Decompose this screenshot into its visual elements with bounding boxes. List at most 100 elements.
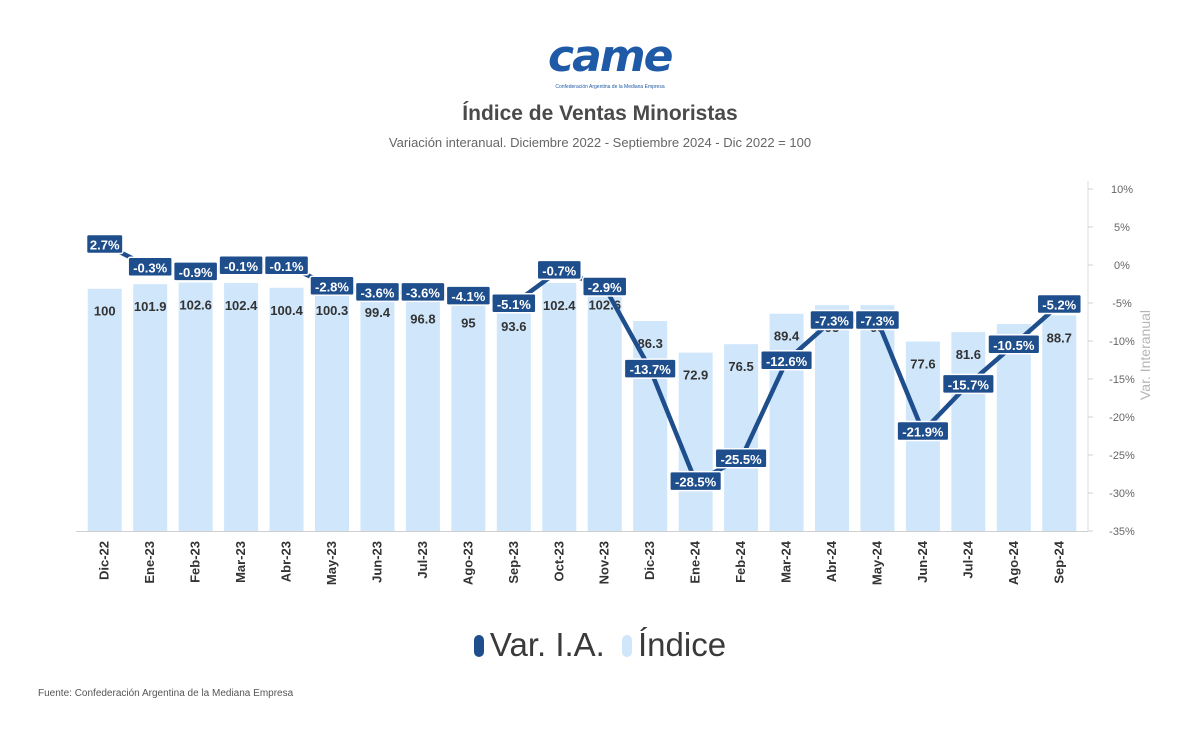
y2-tick-label: -35%: [1109, 526, 1135, 538]
bar-indice: [87, 288, 122, 531]
bar-value-label: 101.9: [134, 299, 167, 314]
point-value-label: -21.9%: [902, 424, 944, 439]
legend-swatch-var: [473, 635, 484, 657]
point-label-box: [354, 281, 401, 303]
x-tick-label: Nov-23: [597, 541, 612, 584]
point-value-label: -0.3%: [133, 260, 167, 275]
point-value-label: -28.5%: [675, 475, 717, 490]
chart-subtitle: Variación interanual. Diciembre 2022 - S…: [388, 135, 812, 150]
bar-value-label: 93.6: [501, 319, 526, 334]
point-value-label: -0.1%: [224, 259, 258, 274]
x-tick-label: Dic-23: [642, 541, 657, 580]
point-value-label: -5.1%: [497, 297, 531, 312]
x-tick-label: Ago-23: [460, 541, 475, 585]
bar-indice: [133, 284, 168, 531]
point-value-label: -10.5%: [993, 338, 1035, 353]
x-tick-label: May-24: [869, 540, 884, 585]
y2-tick-label: -5%: [1112, 298, 1132, 310]
bar-value-label: 77.6: [910, 357, 935, 372]
point-label-box: [669, 470, 723, 492]
point-label-box: [263, 255, 310, 276]
legend-label-indice: Índice: [638, 626, 727, 663]
x-tick-label: Ago-24: [1006, 540, 1021, 585]
legend-swatch-indice: [622, 635, 633, 657]
point-label-box: [218, 255, 264, 276]
bar-value-label: 81.6: [956, 347, 981, 362]
point-label-box: [809, 309, 855, 331]
bar-indice: [269, 287, 304, 531]
logo-subtitle: Confederación Argentina de la Mediana Em…: [555, 84, 665, 90]
point-value-label: -12.6%: [766, 354, 808, 369]
y2-tick-label: -25%: [1109, 450, 1135, 462]
point-label-box: [896, 420, 950, 442]
logo-wordmark: came: [548, 31, 673, 82]
legend-label-var: Var. I.A.: [489, 626, 605, 663]
bar-value-label: 89.4: [774, 329, 800, 344]
point-label-box: [581, 276, 628, 297]
bar-indice: [769, 313, 804, 531]
y2-tick-label: 0%: [1114, 260, 1130, 272]
bar-indice: [633, 321, 668, 531]
bar-value-label: 88.7: [1047, 330, 1072, 345]
bar-indice: [951, 332, 986, 531]
point-value-label: 2.7%: [90, 237, 120, 252]
point-value-label: -0.9%: [179, 265, 213, 280]
bar-indice: [587, 282, 622, 531]
x-tick-label: Dic-22: [97, 541, 112, 580]
point-value-label: -7.3%: [815, 313, 849, 328]
bar-value-label: 102.6: [179, 298, 212, 313]
chart-legend: Var. I.A. Índice: [0, 626, 1200, 664]
bar-indice: [678, 352, 713, 531]
bar-indice: [815, 305, 849, 531]
point-label-box: [536, 259, 583, 281]
bar-value-label: 99.4: [365, 305, 391, 320]
point-value-label: -3.6%: [360, 285, 394, 300]
y2-tick-label: -15%: [1109, 374, 1135, 386]
bar-indice: [996, 324, 1031, 531]
x-tick-label: Jul-23: [415, 541, 430, 579]
bar-value-label: 96.8: [410, 311, 435, 326]
x-tick-label: Ene-24: [688, 540, 703, 583]
point-label-box: [987, 334, 1041, 355]
y2-tick-label: -10%: [1109, 336, 1135, 348]
point-label-box: [400, 281, 446, 303]
bar-value-label: 76.5: [728, 359, 753, 374]
point-label-box: [1036, 293, 1083, 315]
point-value-label: -25.5%: [720, 452, 762, 467]
bar-indice: [405, 296, 440, 531]
came-logo: came Confederación Argentina de la Media…: [548, 31, 673, 96]
point-label-box: [491, 293, 537, 314]
y2-tick-label: 10%: [1111, 184, 1133, 196]
x-tick-label: Feb-23: [188, 541, 203, 583]
point-label-box: [941, 373, 995, 395]
x-tick-label: May-23: [324, 541, 339, 585]
point-value-label: -0.7%: [542, 263, 576, 278]
x-tick-label: Abr-24: [824, 540, 839, 582]
x-tick-label: Abr-23: [279, 541, 294, 582]
point-label-box: [85, 233, 124, 255]
x-tick-label: Mar-23: [233, 541, 248, 583]
x-tick-label: Sep-23: [506, 541, 521, 584]
x-tick-label: Feb-24: [733, 540, 748, 583]
point-value-label: -0.1%: [270, 259, 304, 274]
point-label-box: [714, 448, 768, 469]
bar-indice: [360, 290, 395, 531]
x-tick-label: Jul-24: [960, 540, 975, 578]
x-tick-label: Oct-23: [551, 541, 566, 581]
y2-tick-label: -20%: [1109, 412, 1135, 424]
bar-indice: [860, 305, 895, 531]
point-label-box: [759, 350, 814, 371]
point-label-box: [309, 275, 355, 297]
y2-tick-label: -30%: [1109, 488, 1135, 500]
point-value-label: -5.2%: [1042, 298, 1076, 313]
bar-indice: [224, 283, 259, 531]
bar-value-label: 86.3: [638, 336, 663, 351]
point-label-box: [445, 285, 492, 306]
x-tick-label: Mar-24: [779, 540, 794, 583]
bar-value-label: 102.4: [225, 298, 258, 313]
point-value-label: -2.9%: [588, 280, 622, 295]
point-label-box: [623, 358, 677, 379]
bar-value-label: 100.4: [270, 303, 303, 318]
bar-value-label: 72.9: [683, 368, 708, 383]
